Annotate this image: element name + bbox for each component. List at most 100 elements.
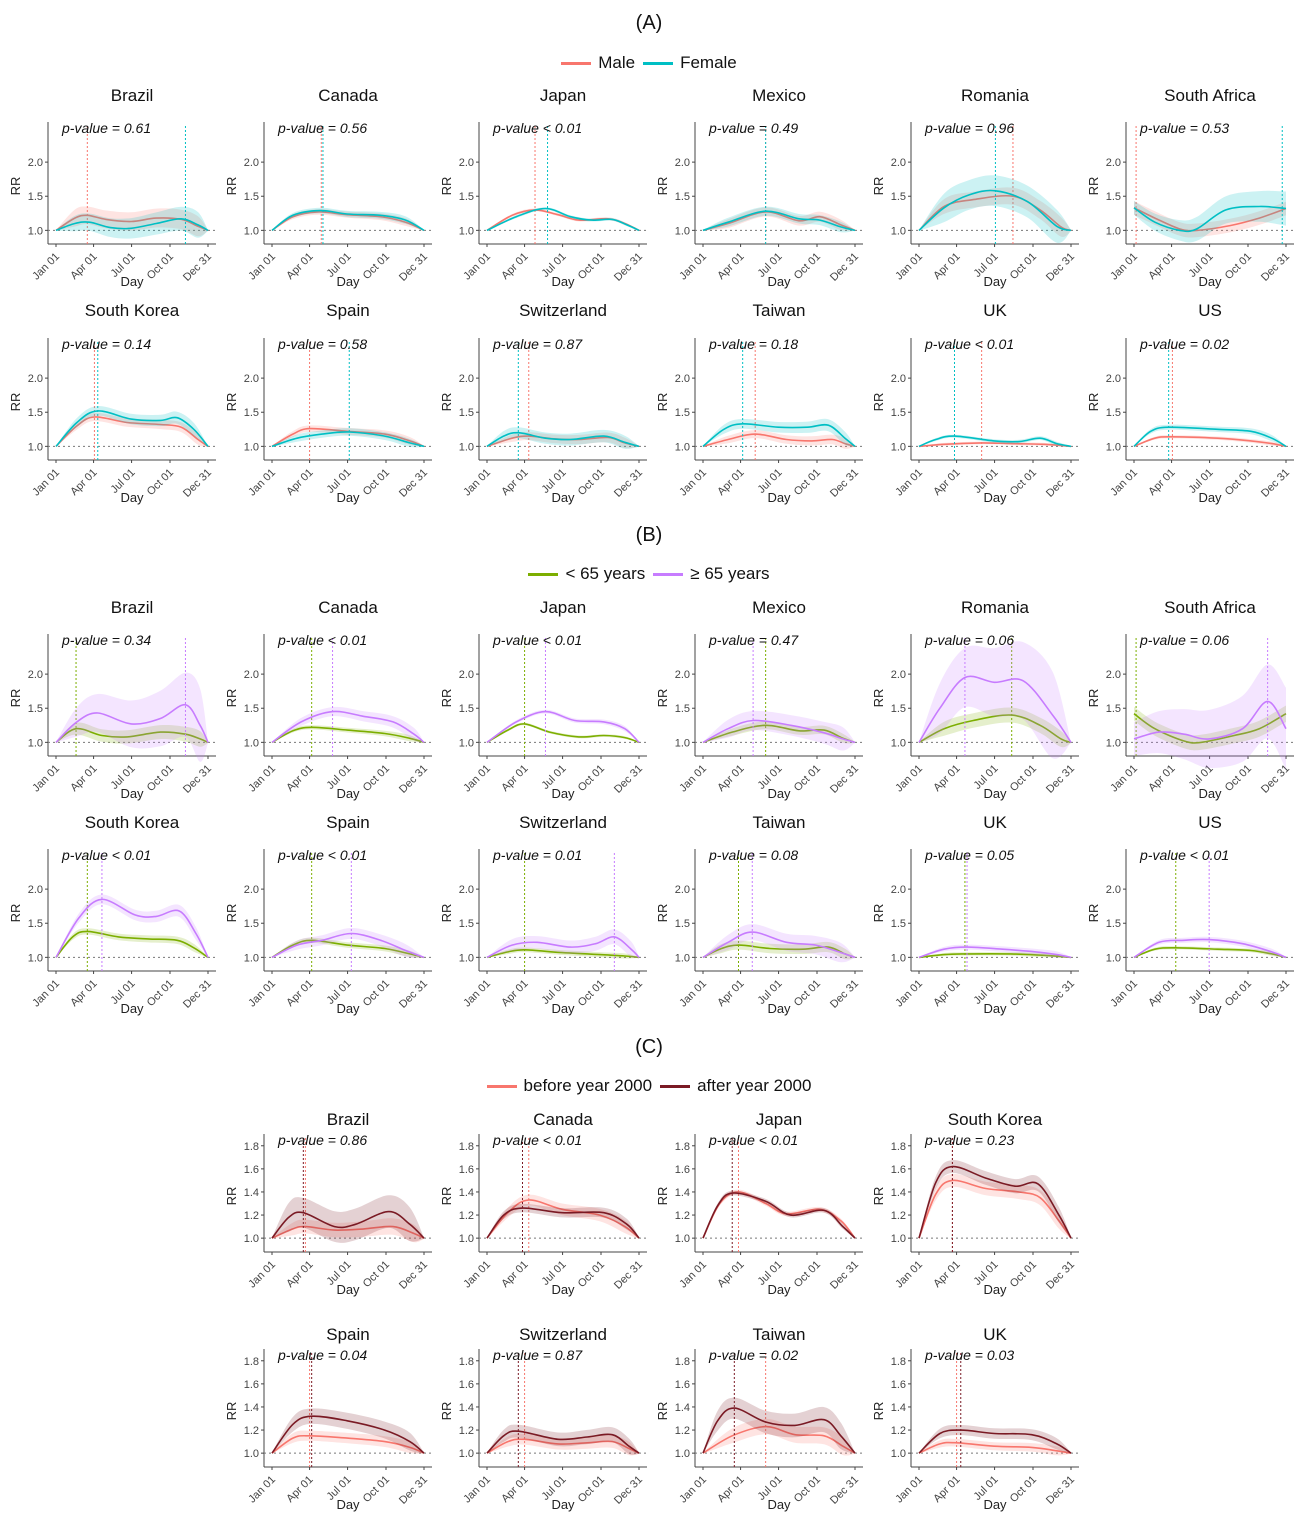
x-tick-label: Apr 01 [1146,251,1177,282]
panel-title: UK [983,813,1007,832]
y-tick-label: 1.5 [244,918,259,930]
x-tick-label: Jan 01 [246,763,278,795]
y-tick-label: 2.0 [28,884,43,896]
y-tick-label: 1.0 [28,737,43,749]
x-tick-label: Oct 01 [1223,251,1254,282]
x-tick-label: Apr 01 [715,1474,746,1505]
y-tick-label: 1.8 [891,1356,906,1368]
series-line [271,209,425,232]
y-tick-label: 2.0 [244,884,259,896]
x-axis-label: Day [1198,786,1222,801]
panel-title: Taiwan [753,1325,806,1344]
panel-title: South Africa [1164,86,1256,105]
y-tick-label: 1.2 [459,1425,474,1437]
y-axis-label: RR [655,689,670,708]
legend-c: before year 2000 after year 2000 [0,1076,1298,1096]
series-line [918,1441,1072,1454]
x-tick-label: Dec 31 [828,251,861,284]
panel-title: US [1198,813,1222,832]
series-line [271,932,425,959]
y-tick-label: 2.0 [28,669,43,681]
x-tick-label: Dec 31 [828,978,861,1011]
y-tick-label: 1.5 [675,191,690,203]
series-line [702,433,856,448]
y-tick-label: 1.2 [244,1425,259,1437]
x-tick-label: Dec 31 [612,467,645,500]
y-tick-label: 1.0 [891,952,906,964]
x-tick-label: Jan 01 [893,251,925,283]
confidence-band [272,209,424,231]
y-tick-label: 1.8 [459,1356,474,1368]
x-tick-label: Apr 01 [499,467,530,498]
y-tick-label: 1.2 [459,1210,474,1222]
y-tick-label: 2.0 [244,373,259,385]
legend-item: before year 2000 [486,1076,652,1096]
x-axis-label: Day [551,274,575,289]
p-value-label: p-value = 0.18 [708,336,798,352]
x-tick-label: Apr 01 [68,251,99,282]
legend-a: Male Female [0,53,1298,73]
x-axis-label: Day [983,1282,1007,1297]
x-tick-label: Jan 01 [30,467,62,499]
y-tick-label: 1.0 [1106,952,1121,964]
y-tick-label: 1.0 [28,441,43,453]
confidence-band [56,894,208,958]
y-tick-label: 1.5 [28,703,43,715]
legend-label: Male [598,53,636,72]
panel-title: Switzerland [519,1325,607,1344]
series-line [1133,700,1287,740]
x-axis-label: Day [767,1282,791,1297]
confidence-band [56,206,208,239]
x-tick-label: Oct 01 [576,251,607,282]
series-line [702,931,856,959]
x-tick-label: Apr 01 [1146,763,1177,794]
p-value-label: p-value = 0.02 [708,1347,798,1363]
p-value-label: p-value = 0.61 [61,120,151,136]
p-value-label: p-value = 0.34 [61,632,151,648]
y-tick-label: 1.8 [675,1141,690,1153]
x-axis-label: Day [336,274,360,289]
x-tick-label: Apr 01 [284,251,315,282]
y-axis-label: RR [655,1402,670,1421]
y-tick-label: 1.0 [675,225,690,237]
confidence-band [272,1408,424,1454]
confidence-band [1134,946,1286,958]
panel-title: Mexico [752,598,806,617]
x-axis-label: Day [983,274,1007,289]
y-tick-label: 1.0 [244,225,259,237]
y-tick-label: 2.0 [891,669,906,681]
y-tick-label: 1.0 [459,952,474,964]
x-axis-label: Day [1198,490,1222,505]
confidence-band [1134,705,1286,751]
y-tick-label: 1.0 [244,1448,259,1460]
panel-title: Spain [326,301,369,320]
x-tick-label: Oct 01 [145,251,176,282]
x-axis-label: Day [767,1001,791,1016]
confidence-band [272,1195,424,1243]
y-tick-label: 1.5 [1106,191,1121,203]
y-axis-label: RR [1086,177,1101,196]
y-tick-label: 1.0 [675,1233,690,1245]
confidence-band [487,1194,639,1239]
y-tick-label: 1.0 [675,952,690,964]
y-tick-label: 2.0 [675,884,690,896]
p-value-label: p-value < 0.01 [492,120,582,136]
x-tick-label: Dec 31 [828,1474,861,1507]
x-tick-label: Oct 01 [1008,1474,1039,1505]
x-axis-label: Day [767,786,791,801]
x-tick-label: Apr 01 [1146,467,1177,498]
x-axis-label: Day [336,1282,360,1297]
x-tick-label: Dec 31 [1259,251,1292,284]
panel-title: Brazil [111,598,154,617]
series-line [702,1425,856,1454]
x-axis-label: Day [120,786,144,801]
panel-title: Romania [961,86,1030,105]
series-line [486,431,640,448]
y-tick-label: 1.4 [459,1187,474,1199]
y-tick-label: 1.0 [1106,441,1121,453]
p-value-label: p-value < 0.01 [492,632,582,648]
p-value-label: p-value < 0.01 [277,847,367,863]
x-tick-label: Apr 01 [68,467,99,498]
y-tick-label: 1.6 [244,1379,259,1391]
series-line [271,710,425,744]
